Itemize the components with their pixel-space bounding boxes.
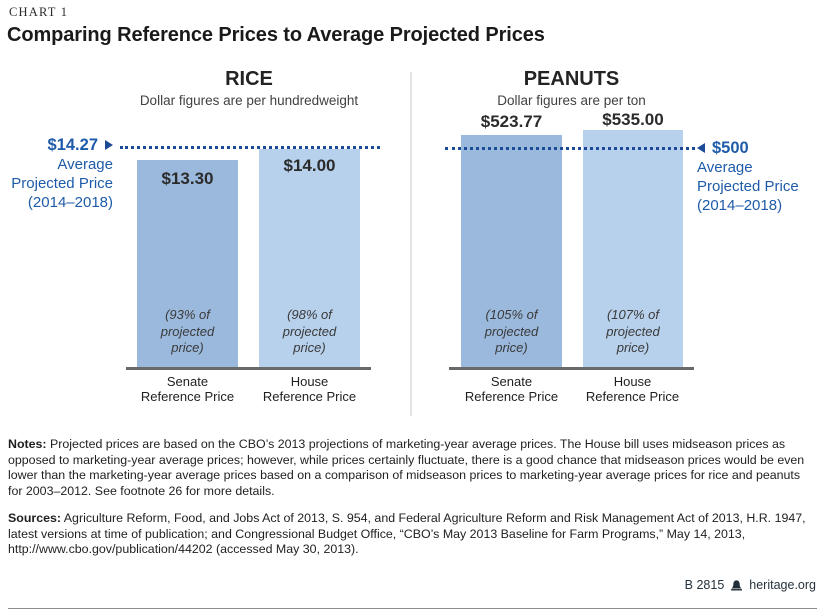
peanuts-title: PEANUTS	[523, 68, 620, 90]
arrow-right-icon	[105, 140, 113, 150]
peanuts-house-axis-label: House Reference Price	[585, 374, 680, 404]
chart-number-label: CHART 1	[9, 5, 69, 19]
peanuts-baseline	[449, 367, 694, 370]
rice-house-percent: (98% of projected price)	[282, 307, 337, 355]
rice-house-axis-label: House Reference Price	[262, 374, 357, 404]
sources-label: Sources:	[8, 511, 62, 525]
rice-projected-price-amount: $14.27	[47, 136, 98, 154]
page-title: Comparing Reference Prices to Average Pr…	[7, 24, 545, 46]
rice-house-value: $14.00	[283, 156, 336, 175]
rice-senate-axis-label: Senate Reference Price	[140, 374, 235, 404]
rice-title: RICE	[225, 68, 273, 90]
peanuts-senate-axis-label: Senate Reference Price	[464, 374, 559, 404]
peanuts-chart-panel: PEANUTS Dollar figures are per ton $523.…	[412, 60, 825, 420]
rice-house-bar	[259, 149, 360, 367]
liberty-bell-icon	[730, 579, 743, 592]
peanuts-senate-bar	[461, 135, 562, 367]
rice-subtitle: Dollar figures are per hundredweight	[139, 93, 359, 108]
peanuts-projected-price-amount: $500	[712, 139, 749, 157]
peanuts-house-bar	[583, 130, 683, 367]
rice-projected-price-value: $14.27	[0, 136, 113, 154]
rice-chart-panel: RICE Dollar figures are per hundredweigh…	[0, 60, 410, 420]
sources-text: Agriculture Reform, Food, and Jobs Act o…	[8, 511, 806, 557]
rice-senate-percent: (93% of projected price)	[160, 307, 215, 355]
bottom-rule	[8, 608, 817, 609]
peanuts-projected-price-caption: Average Projected Price (2014–2018)	[697, 159, 799, 214]
report-id: B 2815	[684, 578, 725, 592]
peanuts-subtitle: Dollar figures are per ton	[497, 93, 646, 108]
notes-label: Notes:	[8, 437, 47, 451]
rice-projected-price-dotted-line	[120, 146, 380, 149]
rice-senate-bar	[137, 160, 238, 367]
arrow-left-icon	[697, 143, 705, 153]
rice-baseline	[126, 367, 371, 370]
panel-divider	[410, 72, 412, 416]
notes-text: Projected prices are based on the CBO’s …	[8, 437, 805, 499]
peanuts-projected-price-label: $500 Average Projected Price (2014–2018)	[697, 139, 822, 215]
rice-projected-price-caption: Average Projected Price (2014–2018)	[11, 156, 113, 211]
site-url: heritage.org	[749, 578, 816, 592]
peanuts-house-value: $535.00	[602, 110, 664, 129]
peanuts-senate-percent: (105% of projected price)	[484, 307, 539, 355]
peanuts-projected-price-value: $500	[697, 139, 822, 157]
rice-senate-value: $13.30	[161, 169, 214, 188]
peanuts-house-percent: (107% of projected price)	[606, 307, 660, 355]
sources-paragraph: Sources: Agriculture Reform, Food, and J…	[8, 511, 816, 558]
notes-paragraph: Notes: Projected prices are based on the…	[8, 437, 816, 500]
peanuts-senate-value: $523.77	[480, 112, 543, 131]
peanuts-projected-price-dotted-line	[445, 147, 695, 150]
footer: B 2815 heritage.org	[685, 578, 816, 592]
rice-projected-price-label: $14.27 Average Projected Price (2014–201…	[0, 136, 113, 212]
